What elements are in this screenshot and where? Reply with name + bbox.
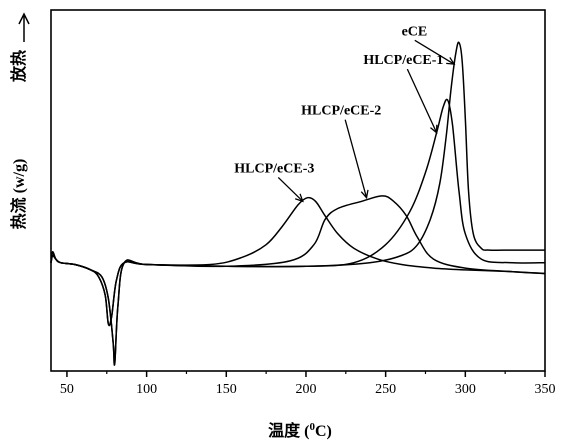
series-line-4 [50,196,546,327]
annotation-arrow-2 [406,68,438,134]
annotation-label-2: HLCP/eCE-1 [363,53,443,68]
x-tick-label: 50 [60,382,74,397]
axis-labels: 温度 (0C) 热流 (w/g) 放热 [9,12,332,440]
x-tick-label: 300 [455,382,476,397]
annotation-arrowhead-1 [446,57,456,65]
annotation-arrowhead-3 [360,189,369,200]
annotations: eCE HLCP/eCE-1 HLCP/eCE-2 HLCP/eCE-3 [234,24,456,203]
x-tick-label: 150 [216,382,237,397]
x-ticks: 50 100 150 200 250 300 350 [60,371,556,397]
axes [50,9,546,372]
annotation-arrow-1 [414,39,455,65]
x-tick-label: 250 [375,382,396,397]
annotation-arrow-3 [344,119,368,198]
annotation-arrow-4 [277,176,304,202]
annotation-label-4: HLCP/eCE-3 [234,161,314,176]
y-axis-title: 热流 (w/g) [9,159,28,230]
x-tick-label: 200 [295,382,316,397]
annotation-arrowhead-4 [294,193,304,203]
series-line-1 [50,41,545,366]
plot-frame [50,9,546,372]
annotation-label-3: HLCP/eCE-2 [301,104,381,119]
series-line-2 [50,98,546,366]
x-tick-label: 350 [535,382,556,397]
x-tick-label: 100 [136,382,157,397]
series-group [50,41,546,366]
x-axis-title: 温度 (0C) [267,421,332,440]
exo-arrow-icon [18,12,30,42]
annotation-label-1: eCE [402,24,428,39]
exo-label: 放热 [9,50,28,83]
annotation-arrowhead-2 [430,124,438,135]
